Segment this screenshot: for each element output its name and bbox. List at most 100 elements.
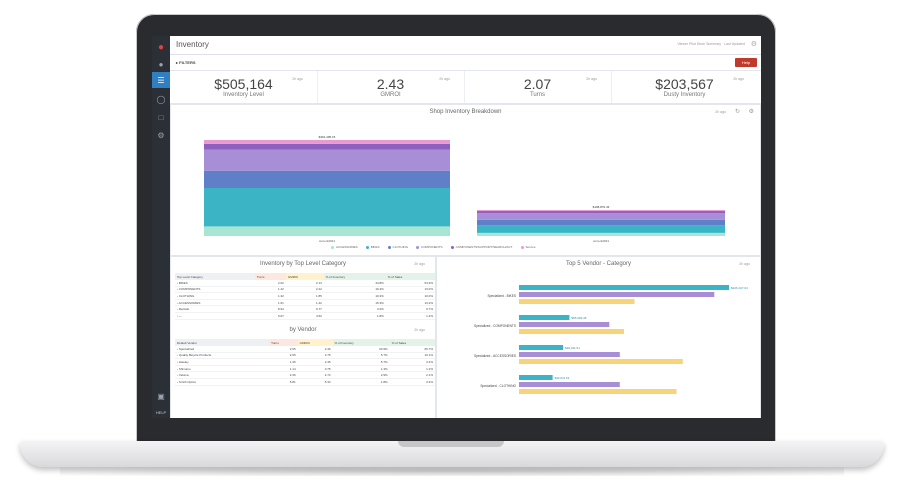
- table-row[interactable]: › Specialized 2.05 2.36 63.9% 66.7%: [175, 346, 435, 353]
- table-cell: 13.0%: [385, 286, 435, 294]
- kpi-timestamp: 2h ago: [733, 77, 744, 81]
- table-cell: › CLOTHING: [175, 292, 255, 300]
- breakdown-bar-segment: [477, 232, 725, 236]
- kpi-value: $203,567: [655, 76, 714, 92]
- table-header[interactable]: Turns: [269, 339, 298, 346]
- kpi-value: 2.07: [523, 76, 552, 92]
- avatar[interactable]: ●: [158, 59, 164, 69]
- legend-swatch: [416, 245, 420, 249]
- filters-toggle[interactable]: ▸ FILTERS: [176, 60, 196, 65]
- table-cell: 2.13: [285, 280, 324, 287]
- table-header[interactable]: GMROI: [297, 339, 333, 346]
- table-row[interactable]: › Yakima 2.36 2.74 2.9% 2.1%: [175, 371, 435, 379]
- help-link[interactable]: HELP: [155, 409, 167, 415]
- top-level-title: Inventory by Top Level Category: [260, 261, 346, 267]
- kpi-gmroi: 2.43 GMROI 2h ago: [317, 71, 465, 103]
- legend-item[interactable]: COMPONENTS/SUPPORT/SEARCH/ACT: [450, 245, 513, 249]
- breakdown-bar-segment: [477, 213, 725, 220]
- top5-bar: [519, 352, 620, 357]
- legend-item[interactable]: BIKES: [365, 245, 380, 249]
- table-cell: 2.74: [297, 371, 333, 379]
- top5-bar: [519, 322, 610, 327]
- breakdown-title: Shop Inventory Breakdown: [429, 109, 502, 115]
- help-button[interactable]: Help: [735, 58, 757, 67]
- breakdown-bar-segment: [477, 225, 725, 233]
- document-icon[interactable]: □: [158, 112, 164, 122]
- legend-item[interactable]: ACCESSORIES: [331, 245, 358, 249]
- gear-icon[interactable]: ⚙: [750, 41, 757, 48]
- table-row[interactable]: › —5.07 4.52 1.8% 1.2%: [175, 312, 435, 320]
- kpi-dusty-inventory: $203,567 Dusty Inventory 2h ago: [611, 71, 758, 103]
- table-cell: › Shimano: [175, 365, 270, 373]
- table-row[interactable]: › Smith Optics 5.81 5.34 1.8% 3.2%: [175, 378, 435, 386]
- table-cell: 2.05: [269, 346, 298, 353]
- table-row[interactable]: › Hawley 1.45 2.45 5.7% 3.4%: [175, 358, 435, 366]
- table-cell: 2.45: [297, 358, 333, 366]
- table-cell: 8.94: [254, 305, 286, 313]
- vendor-category-label: Specialized - BIKES: [487, 294, 516, 298]
- logo-icon[interactable]: ●: [157, 41, 165, 53]
- cart-icon[interactable]: ☰: [152, 72, 170, 88]
- top5-panel: Top 5 Vendor - Category 2h ago Specializ…: [436, 256, 761, 418]
- table-header[interactable]: Default Vendor: [175, 339, 270, 346]
- table-header[interactable]: % of Inventory: [332, 339, 390, 346]
- table-header[interactable]: % of Sales: [389, 339, 435, 346]
- legend-item[interactable]: COMPONENTS: [416, 245, 443, 249]
- top5-bar-value: $49,011.51: [565, 346, 580, 350]
- breakdown-bar-segment: [204, 170, 450, 188]
- kpi-label: GMROI: [380, 92, 401, 98]
- table-cell: › —: [175, 312, 255, 320]
- table-header[interactable]: Top Level Category: [175, 273, 255, 280]
- settings-icon[interactable]: ⚙: [157, 130, 165, 140]
- table-cell: 10.0%: [385, 292, 435, 300]
- table-row[interactable]: › Rentals 8.94 9.77 3.2% 0.7%: [175, 305, 435, 313]
- table-cell: 5.7%: [332, 352, 390, 360]
- store-selector[interactable]: Viewer Pilot Store Summary · Last Update…: [677, 42, 745, 46]
- table-header[interactable]: GMROI: [285, 273, 324, 280]
- table-cell: › ACCESSORIES: [175, 299, 255, 307]
- breakdown-legend: ACCESSORIES BIKES CLOTHING COMPONENTS COMPON…: [331, 245, 536, 249]
- legend-item[interactable]: CLOTHING: [387, 245, 408, 249]
- breakdown-bar-segment: [204, 143, 450, 150]
- info-icon[interactable]: ▣: [157, 391, 165, 401]
- table-cell: 63.9%: [332, 346, 390, 353]
- breakdown-timestamp: 2h ago: [715, 110, 726, 114]
- laptop-notch: [398, 441, 504, 447]
- table-header[interactable]: % of Inventory: [323, 273, 386, 280]
- top-level-table: Top Level Category Turns GMROI% of Invento…: [175, 273, 435, 320]
- top5-bar: [519, 285, 729, 290]
- refresh-icon[interactable]: ↻: [734, 109, 740, 115]
- table-cell: › COMPONENTS: [175, 286, 255, 294]
- table-row[interactable]: › CLOTHING 1.32 1.85 10.3% 10.0%: [175, 292, 435, 300]
- table-cell: 1.32: [254, 292, 286, 300]
- table-cell: 19.4%: [323, 286, 386, 294]
- legend-swatch: [520, 245, 524, 249]
- table-cell: 3.2%: [323, 305, 386, 313]
- table-cell: › Quality Bicycle Products: [175, 352, 270, 360]
- bike-icon[interactable]: ◯: [156, 94, 166, 104]
- table-cell: 1.2%: [385, 312, 435, 320]
- table-cell: › Smith Optics: [175, 378, 270, 386]
- legend-label: COMPONENTS: [421, 245, 443, 249]
- table-cell: 1.8%: [323, 312, 386, 320]
- vendor-category-label: Specialized - ACCESSORIES: [474, 354, 516, 358]
- legend-swatch: [387, 245, 391, 249]
- top5-bar: [519, 292, 715, 297]
- table-header[interactable]: % of Sales: [385, 273, 435, 280]
- table-row[interactable]: › Shimano 1.14 0.75 1.3% 1.2%: [175, 365, 435, 373]
- breakdown-category-label: current2021: [319, 239, 335, 243]
- breakdown-bar-segment: [477, 210, 725, 212]
- breakdown-bar-segment: [204, 226, 450, 236]
- table-row[interactable]: › Quality Bicycle Products 2.05 2.75 5.7% 10…: [175, 352, 435, 360]
- table-row[interactable]: › COMPONENTS 1.42 2.22 19.4% 13.0%: [175, 286, 435, 294]
- table-cell: 54.9%: [385, 280, 435, 287]
- table-row[interactable]: › ACCESSORIES 1.61 1.42 15.3% 13.2%: [175, 299, 435, 307]
- kpi-label: Turns: [529, 92, 546, 98]
- legend-item[interactable]: Service: [520, 245, 536, 249]
- table-cell: 5.81: [269, 378, 298, 386]
- page-title: Inventory: [176, 40, 209, 49]
- table-cell: 3.4%: [389, 358, 435, 366]
- gear-icon[interactable]: ⚙: [748, 109, 754, 115]
- table-header[interactable]: Turns: [254, 273, 286, 280]
- table-row[interactable]: › BIKES 2.02 2.13 44.8% 54.9%: [175, 280, 435, 287]
